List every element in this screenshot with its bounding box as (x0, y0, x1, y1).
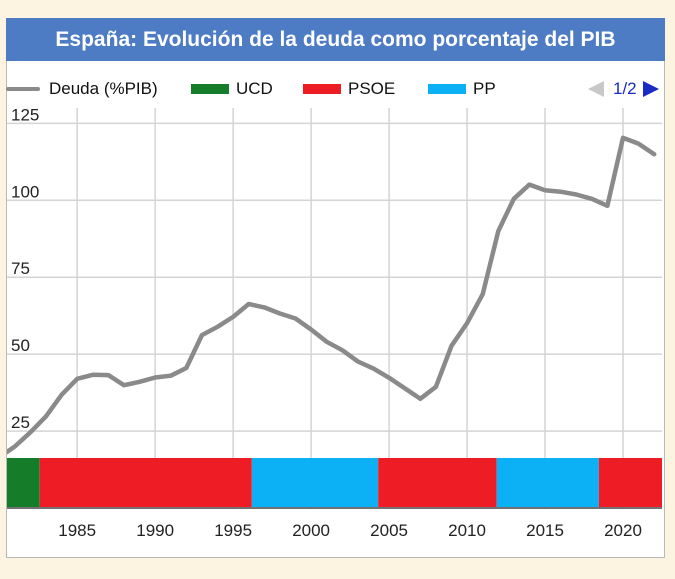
legend-label-pp: PP (473, 79, 496, 98)
debt-series-line (7, 135, 657, 455)
y-tick-label: 75 (11, 259, 30, 278)
government-band-psoe (378, 458, 497, 507)
legend-line-swatch (6, 87, 40, 91)
legend-label-psoe: PSOE (348, 79, 396, 98)
y-tick-label: 100 (11, 182, 39, 201)
x-tick-label: 1995 (214, 521, 252, 540)
legend-label-deuda: Deuda (%PIB) (49, 79, 158, 98)
legend-item-deuda[interactable]: Deuda (%PIB) (6, 76, 176, 102)
legend-swatch-ucd (191, 84, 229, 94)
x-tick-label: 2005 (370, 521, 408, 540)
y-tick-label: 25 (11, 413, 30, 432)
legend-swatch-psoe (303, 84, 341, 94)
page-indicator: 1/2 (613, 79, 637, 98)
government-band-pp (251, 458, 379, 507)
legend-pager: 1/2 (588, 76, 668, 102)
x-tick-label: 2010 (448, 521, 486, 540)
y-tick-label: 125 (11, 105, 39, 124)
x-tick-label: 2000 (292, 521, 330, 540)
legend-item-pp[interactable]: PP (428, 76, 508, 102)
y-tick-label: 50 (11, 336, 30, 355)
government-band-pp (496, 458, 599, 507)
legend-item-ucd[interactable]: UCD (191, 76, 281, 102)
government-band-psoe (39, 458, 252, 507)
legend: Deuda (%PIB) UCD PSOE PP (6, 76, 665, 102)
government-band-psoe (598, 458, 662, 507)
previous-page-icon[interactable] (588, 81, 604, 97)
legend-label-ucd: UCD (236, 79, 273, 98)
x-tick-label: 1985 (58, 521, 96, 540)
chart-title: España: Evolución de la deuda como porce… (6, 18, 665, 61)
legend-item-psoe[interactable]: PSOE (303, 76, 403, 102)
x-tick-label: 1990 (136, 521, 174, 540)
legend-swatch-pp (428, 84, 466, 94)
next-page-icon[interactable] (643, 81, 659, 97)
x-tick-label: 2015 (526, 521, 564, 540)
x-tick-label: 2020 (604, 521, 642, 540)
government-band-ucd (7, 458, 40, 507)
